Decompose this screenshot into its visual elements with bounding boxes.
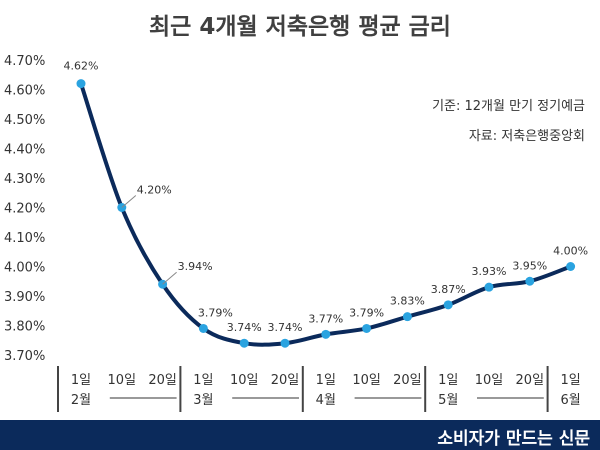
y-tick-label: 4.20% [4,202,45,217]
x-axis: 1일 10일 20일 1일 10일 20일 1일 10일 20일 1일 10일 20일 1일 2월 3월 4월… [57,366,581,412]
data-point [525,276,535,286]
y-tick-label: 4.70% [4,54,45,69]
chart-title: 최근 4개월 저축은행 평균 금리 [149,14,451,40]
y-tick-label: 4.30% [4,172,45,187]
data-point [239,338,249,348]
data-label: 3.83% [390,295,425,308]
x-month-label: 5월 [438,393,458,408]
footer-bar: 소비자가 만드는 신문 [0,420,600,450]
y-tick-label: 4.00% [4,261,45,276]
x-month-label: 6월 [560,393,580,408]
y-tick-label: 4.60% [4,84,45,99]
x-day-label: 1일 [560,373,580,388]
x-day-label: 20일 [516,373,545,388]
data-point [280,338,290,348]
data-label: 4.20% [137,184,172,197]
basis-note: 기준: 12개월 만기 정기예금 [432,99,585,114]
y-tick-label: 3.70% [4,349,45,364]
x-day-label: 10일 [230,373,259,388]
data-point [443,300,453,310]
data-label: 3.77% [308,312,343,325]
x-day-label: 10일 [475,373,504,388]
line-chart: 최근 4개월 저축은행 평균 금리 기준: 12개월 만기 정기예금 자료: 저… [4,14,588,412]
data-point [321,329,331,339]
data-label: 4.62% [64,60,99,73]
data-label: 3.87% [431,283,466,296]
data-label: 3.94% [178,260,213,273]
leader-line [162,271,177,285]
y-tick-label: 4.50% [4,113,45,128]
y-axis: 3.70% 3.80% 3.90% 4.00% 4.10% 4.20% 4.30% 4.40%… [4,54,45,364]
data-point [402,312,412,322]
footer-brand: 소비자가 만드는 신문 [437,429,590,449]
data-label: 3.74% [227,321,262,334]
data-point [198,323,208,333]
x-day-label: 10일 [352,373,381,388]
x-day-label: 1일 [316,373,336,388]
data-label: 3.74% [268,321,303,334]
x-day-label: 20일 [148,373,177,388]
x-day-label: 20일 [271,373,300,388]
x-month-label: 4월 [316,393,336,408]
source-note: 자료: 저축은행중앙회 [469,128,585,144]
data-point [566,262,576,271]
data-label: 3.79% [198,306,233,319]
x-day-label: 1일 [71,373,91,388]
x-month-label: 3월 [193,393,213,408]
series-rate: 4.62% 4.20% 3.94% 3.79% 3.74% 3.74% 3.77% 3.79%… [64,60,588,348]
data-label: 3.95% [512,259,547,272]
data-label: 3.93% [472,265,507,278]
data-point [484,282,494,292]
x-day-label: 20일 [393,373,422,388]
data-point [76,79,86,89]
leader-line [121,195,137,208]
x-day-label: 1일 [438,373,458,388]
series-line [79,81,573,347]
y-tick-label: 3.90% [4,290,45,305]
data-label: 3.79% [349,306,384,319]
x-month-label: 2월 [71,393,91,408]
x-day-label: 1일 [193,373,213,388]
y-tick-label: 3.80% [4,320,45,335]
x-day-label: 10일 [108,373,137,388]
y-tick-label: 4.40% [4,143,45,158]
data-point [362,323,372,333]
data-label: 4.00% [553,245,588,258]
y-tick-label: 4.10% [4,231,45,246]
